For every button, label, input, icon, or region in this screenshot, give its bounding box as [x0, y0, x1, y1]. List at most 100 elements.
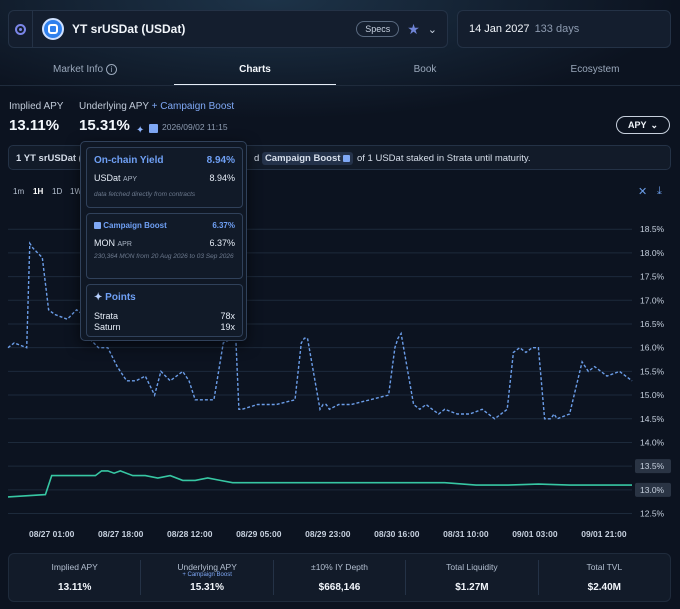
tab-ecosystem[interactable]: Ecosystem	[510, 64, 680, 86]
boost-note: 230,364 MON from 20 Aug 2026 to 03 Sep 2…	[94, 253, 234, 260]
description-mid: d Campaign Boost	[254, 152, 354, 165]
campaign-boost-label: + Campaign Boost	[151, 101, 235, 112]
implied-apy-line	[7, 470, 632, 498]
specs-button[interactable]: Specs	[356, 21, 400, 37]
x-tick-label: 09/01 21:00	[581, 529, 627, 539]
timeframe-1h[interactable]: 1H	[33, 187, 44, 196]
onchain-asset: USDat APY	[94, 173, 137, 183]
metric-select-value: APY	[627, 120, 647, 130]
x-tick-label: 08/29 05:00	[236, 529, 282, 539]
chevron-down-icon: ⌄	[650, 119, 659, 130]
tab-charts[interactable]: Charts	[170, 64, 340, 86]
tab-label: Charts	[239, 64, 271, 75]
onchain-yield-value: 8.94%	[206, 155, 235, 166]
onchain-asset-name: USDat	[94, 173, 121, 183]
stat-total-liquidity: Total Liquidity $1.27M	[406, 560, 539, 595]
y-tick-label: 12.5%	[640, 509, 665, 519]
onchain-asset-sup: APY	[123, 176, 138, 183]
boost-title: Campaign Boost	[103, 221, 167, 230]
token-logo-icon	[42, 18, 64, 40]
boost-asset-value: 6.37%	[209, 238, 235, 248]
stat-label: ±10% IY Depth	[311, 562, 368, 572]
sparkle-icon: ✦	[94, 292, 103, 303]
sparkle-icon: ✦	[136, 125, 145, 136]
tab-label: Ecosystem	[570, 64, 620, 75]
description-mid-text: d	[254, 153, 260, 164]
stat-value: $2.40M	[587, 582, 621, 593]
timeframe-1d[interactable]: 1D	[52, 187, 63, 196]
onchain-yield-title: On-chain Yield	[94, 155, 164, 166]
stat-value: $1.27M	[455, 582, 489, 593]
star-icon[interactable]: ★	[407, 20, 420, 37]
y-tick-label: 18.0%	[640, 248, 665, 258]
campaign-boost-chip-label: Campaign Boost	[264, 153, 341, 164]
timeframe-1m[interactable]: 1m	[13, 187, 25, 196]
y-tick-label: 17.5%	[640, 272, 665, 282]
stat-sublabel: + Campaign Boost	[182, 572, 232, 578]
download-icon[interactable]: ⤓	[657, 185, 662, 197]
campaign-boost-card: Campaign Boost 6.37% MON APR 6.37% 230,3…	[86, 213, 243, 279]
y-marker-bg	[635, 482, 671, 497]
gift-icon	[148, 124, 158, 134]
points-title-wrap: ✦ Points	[94, 292, 136, 303]
underlying-apy-header: Underlying APY + Campaign Boost	[79, 101, 234, 112]
onchain-yield-card: On-chain Yield 8.94% USDat APY 8.94% dat…	[86, 147, 243, 208]
stat-label: Total Liquidity	[446, 562, 498, 572]
y-tick-label: 14.5%	[640, 414, 665, 424]
tab-bar: Market Info i Charts Book Ecosystem	[0, 64, 680, 86]
tools-icon[interactable]: ✕	[638, 186, 648, 198]
underlying-apy-label: Underlying APY	[79, 101, 149, 112]
stat-total-tvl: Total TVL $2.40M	[539, 560, 670, 595]
boost-asset-sup: APR	[117, 241, 132, 248]
implied-apy-value: 13.11%	[9, 117, 60, 134]
y-marker-bg	[635, 459, 671, 474]
y-tick-label: 13.0%	[640, 485, 665, 495]
stat-value: $668,146	[318, 582, 361, 593]
tab-label: Market Info	[52, 64, 104, 75]
points-name: Saturn	[94, 322, 121, 332]
timeframe-1w[interactable]: 1W	[70, 187, 82, 196]
boost-value: 6.37%	[212, 221, 235, 230]
chevron-down-icon[interactable]: ⌄	[427, 23, 437, 36]
boost-asset-name: MON	[94, 238, 115, 248]
y-tick-label: 13.5%	[640, 461, 665, 471]
gift-icon	[343, 154, 351, 162]
underlying-apy-value: 15.31%	[79, 117, 130, 134]
boost-badges[interactable]: ✦	[136, 120, 158, 138]
points-title: Points	[105, 292, 136, 303]
metric-select[interactable]: APY ⌄	[616, 116, 670, 134]
points-value: 19x	[220, 322, 235, 332]
onchain-asset-value: 8.94%	[209, 173, 235, 183]
expiry-days: 133 days	[534, 23, 580, 35]
x-tick-label: 08/29 23:00	[305, 529, 351, 539]
x-tick-label: 08/27 01:00	[29, 529, 75, 539]
market-stats: Implied APY 13.11% Underlying APY + Camp…	[8, 553, 671, 602]
apy-timestamp: 2026/09/02 11:15	[162, 122, 228, 132]
market-type-icon	[15, 23, 26, 35]
stat-underlying-apy: Underlying APY + Campaign Boost 15.31%	[141, 560, 274, 595]
tab-divider	[0, 85, 680, 86]
x-tick-label: 08/27 18:00	[98, 529, 144, 539]
stat-label: Underlying APY	[177, 562, 237, 572]
onchain-note: data fetched directly from contracts	[94, 191, 196, 198]
info-icon[interactable]: i	[106, 64, 118, 75]
stat-implied-apy: Implied APY 13.11%	[9, 560, 142, 595]
gift-icon	[94, 222, 101, 230]
y-tick-label: 15.5%	[640, 366, 665, 376]
y-tick-label: 17.0%	[640, 295, 665, 305]
tab-label: Book	[413, 64, 437, 75]
expiry-selector[interactable]: 14 Jan 2027 133 days	[457, 10, 671, 48]
tab-book[interactable]: Book	[340, 64, 510, 86]
tab-market-info[interactable]: Market Info i	[0, 64, 170, 86]
description-lead: 1 YT srUSDat (	[16, 153, 82, 164]
campaign-boost-chip[interactable]: Campaign Boost	[261, 152, 354, 165]
x-tick-label: 08/31 10:00	[443, 529, 489, 539]
stat-value: 15.31%	[190, 582, 225, 593]
stat-label: Total TVL	[586, 562, 623, 572]
market-selector[interactable]: YT srUSDat (USDat) Specs ★ ⌄	[8, 10, 448, 48]
token-name: YT srUSDat (USDat)	[72, 22, 186, 36]
points-name: Strata	[94, 311, 119, 321]
x-tick-label: 08/28 12:00	[167, 529, 213, 539]
stat-iy-depth: ±10% IY Depth $668,146	[274, 560, 407, 595]
sidebar-toggle[interactable]	[9, 11, 33, 47]
